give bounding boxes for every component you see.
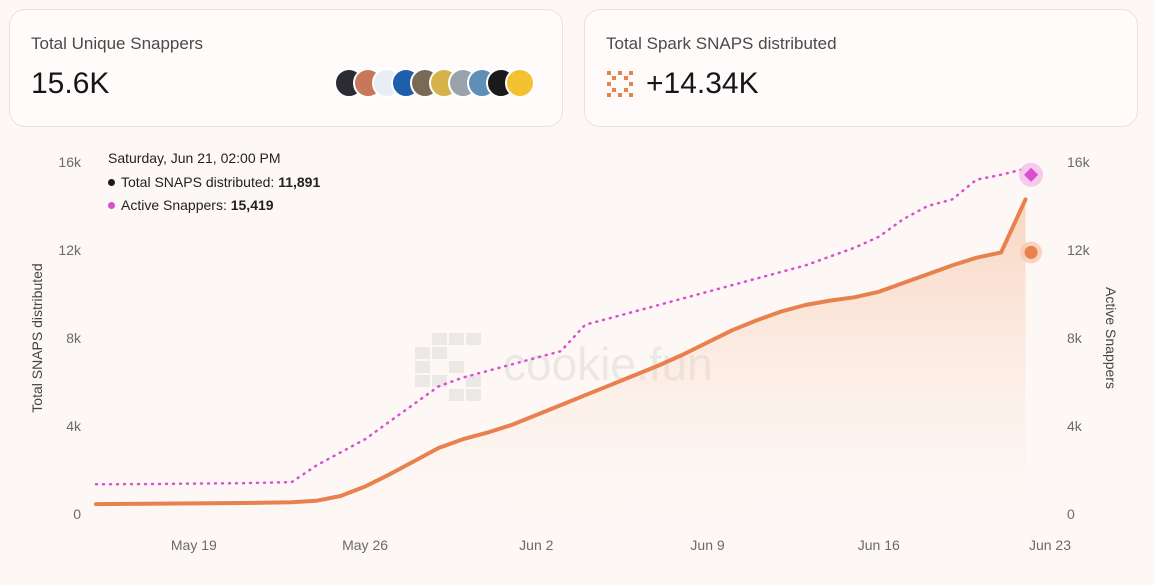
active-snappers-line[interactable] [94,167,1027,486]
watermark-logo-block [466,389,481,401]
watermark-logo-block [449,333,464,345]
active-legend-dot [108,202,115,209]
avatar[interactable] [505,68,535,98]
watermark-logo-block [415,375,430,387]
y-right-tick-label: 8k [1067,330,1083,346]
unique-snappers-value: 15.6K [31,67,110,100]
tooltip-active-value: 15,419 [230,197,274,213]
y-left-tick-label: 8k [66,330,82,346]
y-right-tick-label: 16k [1067,154,1091,170]
watermark-logo-block [449,361,464,373]
avatar-stack[interactable] [334,68,544,98]
total-snaps-area [96,199,1026,514]
tooltip-total-value: 11,891 [278,174,321,190]
y-left-tick-label: 12k [58,242,82,258]
total-snaps-line[interactable] [94,197,1028,507]
y-left-tick-label: 4k [66,418,82,434]
y-right-tick-label: 4k [1067,418,1083,434]
tooltip-date: Saturday, Jun 21, 02:00 PM [108,150,281,166]
watermark-logo-block [432,347,447,359]
y-right-axis-title: Active Snappers [1103,287,1119,389]
watermark-logo-block [449,389,464,401]
tooltip-total-row: Total SNAPS distributed: 11,891 [108,174,320,190]
spark-icon [607,71,633,97]
y-right-tick-label: 12k [1067,242,1091,258]
chart-tooltip: Saturday, Jun 21, 02:00 PM Total SNAPS d… [108,150,320,220]
unique-snappers-card: Total Unique Snappers 15.6K [9,9,563,127]
x-tick-label: Jun 2 [519,537,553,553]
watermark-logo-block [432,333,447,345]
tooltip-active-label: Active Snappers: [121,197,227,213]
y-left-axis-title: Total SNAPS distributed [29,263,45,412]
active-highlight-point[interactable] [1024,167,1039,182]
x-tick-label: Jun 23 [1029,537,1071,553]
total-legend-dot [108,179,115,186]
watermark-logo-block [415,347,430,359]
watermark-logo-block [466,375,481,387]
y-left-tick-label: 0 [73,506,81,522]
spark-snaps-card: Total Spark SNAPS distributed +14.34K [584,9,1138,127]
spark-snaps-title: Total Spark SNAPS distributed [606,34,837,53]
spark-snaps-value: +14.34K [646,67,759,100]
unique-snappers-title: Total Unique Snappers [31,34,204,53]
x-tick-label: May 19 [171,537,217,553]
watermark-logo-block [415,361,430,373]
tooltip-total-label: Total SNAPS distributed: [121,174,275,190]
x-tick-label: Jun 9 [690,537,724,553]
y-left-tick-label: 16k [58,154,82,170]
y-right-tick-label: 0 [1067,506,1075,522]
x-tick-label: May 26 [342,537,388,553]
watermark-logo-block [466,333,481,345]
tooltip-active-row: Active Snappers: 15,419 [108,197,320,213]
watermark-logo-block [432,375,447,387]
total-highlight-point[interactable] [1024,245,1038,259]
x-tick-label: Jun 16 [858,537,900,553]
